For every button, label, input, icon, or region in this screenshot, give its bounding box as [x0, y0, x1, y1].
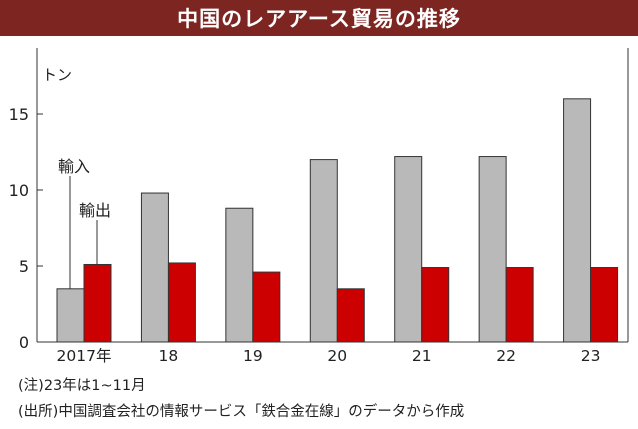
bar-import — [563, 98, 592, 343]
y-tick-label: 5 — [19, 257, 29, 276]
x-tick-label: 23 — [581, 347, 601, 365]
bar-export — [336, 288, 365, 343]
bar-export — [83, 263, 112, 343]
x-tick-label: 18 — [159, 347, 179, 365]
y-axis-label: トン — [42, 66, 72, 84]
bar-import — [478, 156, 507, 343]
series-label-export: 輸出 — [79, 201, 111, 220]
series-label-import: 輸入 — [58, 157, 90, 176]
x-tick-label: 2017年 — [57, 347, 112, 365]
bar-export — [505, 267, 534, 343]
bar-import — [225, 207, 254, 343]
source-note: (出所)中国調査会社の情報サービス「鉄合金在線」のデータから作成 — [18, 404, 465, 420]
x-tick-label: 20 — [327, 347, 347, 365]
y-tick-label: 0 — [19, 333, 29, 352]
bar-export — [590, 267, 619, 343]
bar-export — [421, 267, 450, 343]
bar-export — [252, 271, 281, 343]
bar-import — [309, 159, 338, 343]
chart-title: 中国のレアアース貿易の推移 — [0, 0, 638, 36]
x-tick-label: 21 — [412, 347, 432, 365]
y-tick-label: 10 — [9, 181, 29, 200]
footnote: (注)23年は1~11月 — [18, 378, 146, 394]
bar-import — [394, 156, 423, 343]
x-tick-label: 22 — [496, 347, 516, 365]
bar-export — [167, 262, 196, 343]
bar-import — [140, 192, 169, 343]
x-tick-label: 19 — [243, 347, 263, 365]
bar-import — [56, 288, 85, 343]
y-tick-label: 15 — [9, 105, 29, 124]
